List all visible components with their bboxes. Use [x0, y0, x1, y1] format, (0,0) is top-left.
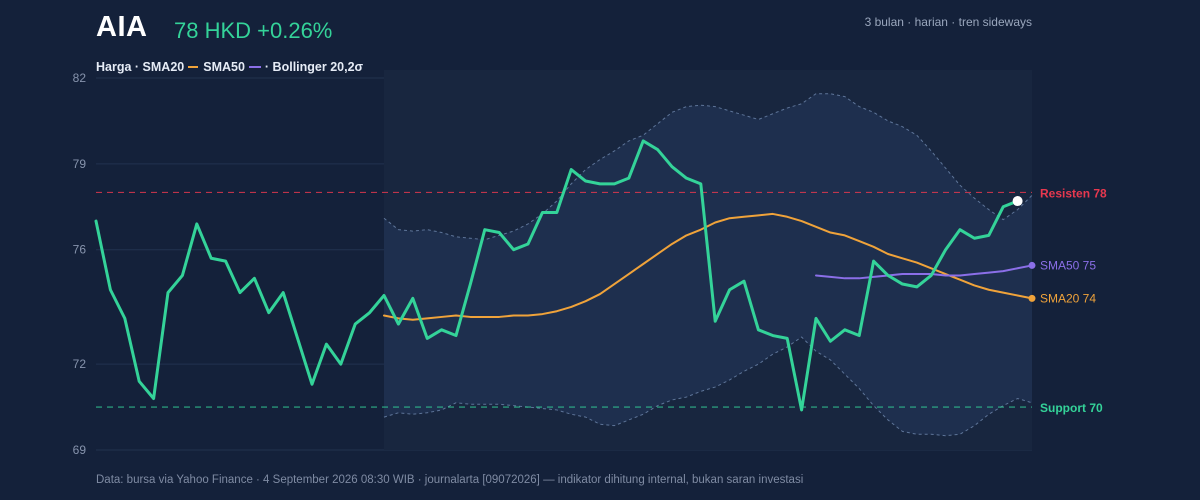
y-tick-label-82: 82: [73, 71, 87, 85]
level-label-0: Resisten 78: [1040, 186, 1107, 200]
series-line-sma20: [383, 212, 1033, 321]
chart-meta: 3 bulan · harian · tren sideways: [864, 15, 1032, 29]
legend-bollinger-label: · Bollinger 20,2σ: [264, 60, 364, 74]
level-label-1: Support 70: [1040, 401, 1103, 415]
price-quote: 78 HKD +0.26%: [174, 18, 333, 43]
end-label-sma50: SMA50 75: [1040, 258, 1096, 272]
ticker-symbol: AIA: [96, 11, 148, 43]
bollinger-lower-line: [383, 336, 1033, 437]
price-end-dot: [1012, 196, 1023, 207]
y-tick-label-69: 69: [73, 443, 87, 457]
end-label-sma20: SMA20 74: [1040, 291, 1096, 305]
bollinger-upper-line: [383, 93, 1033, 241]
chart-legend: Harga · SMA20 SMA50 · Bollinger 20,2σ: [96, 60, 363, 74]
chart-labels: 69 72 76 79 82 Resisten 78 Support 70 SMA50 75 S…: [73, 71, 1107, 457]
legend-price-label: Harga · SMA20: [96, 60, 185, 74]
y-tick-label-76: 76: [73, 243, 87, 257]
sma20-end-dot: [1028, 294, 1036, 302]
legend-bollinger-swatch: [248, 66, 261, 68]
sma50-end-dot: [1028, 261, 1036, 269]
series-line-sma50: [815, 264, 1033, 280]
series-lines: [94, 139, 1036, 412]
y-tick-label-72: 72: [73, 357, 87, 371]
legend-sma20-swatch: [188, 66, 199, 68]
y-tick-label-79: 79: [73, 157, 87, 171]
series-line-harga: [94, 139, 1020, 412]
chart-footer: Data: bursa via Yahoo Finance · 4 Septem…: [96, 474, 804, 486]
legend-sma50-label: SMA50: [203, 60, 245, 74]
